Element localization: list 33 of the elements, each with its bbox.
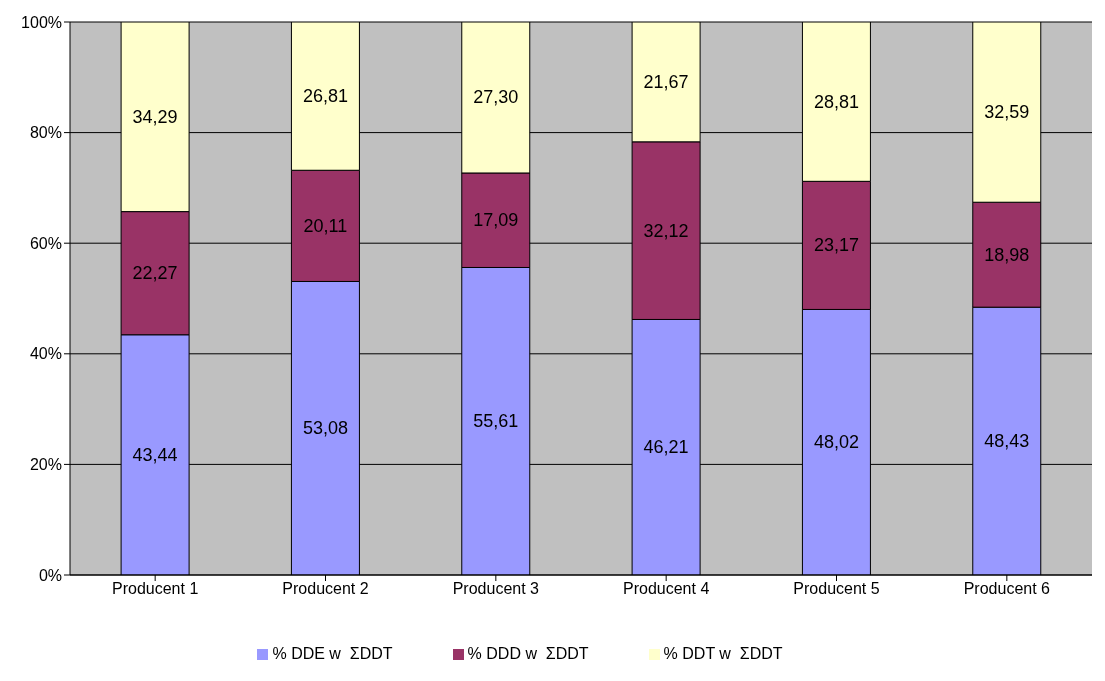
x-tick-label: Producent 1	[112, 580, 199, 598]
data-label: 23,17	[813, 235, 859, 256]
y-tick-label: 40%	[29, 345, 62, 363]
data-label: 32,59	[984, 102, 1030, 123]
data-label: 27,30	[473, 87, 519, 108]
x-tick-label: Producent 3	[452, 580, 540, 598]
data-label: 28,81	[813, 91, 859, 112]
data-label: 22,27	[132, 263, 178, 284]
data-label: 34,29	[132, 106, 178, 127]
data-label: 53,08	[302, 418, 348, 439]
x-tick-label: Producent 2	[282, 580, 369, 598]
y-tick-label: 100%	[21, 13, 62, 31]
data-label: 18,98	[984, 244, 1030, 265]
data-label: 46,21	[643, 437, 689, 458]
data-label: 48,02	[813, 432, 859, 453]
x-tick-label: Producent 6	[963, 580, 1051, 598]
y-tick-label: 0%	[38, 566, 62, 584]
x-tick-label: Producent 4	[623, 580, 710, 598]
y-tick-label: 80%	[29, 124, 62, 142]
legend-label: % DDD w ΣDDT	[467, 645, 589, 662]
x-tick-label: Producent 5	[793, 580, 880, 598]
data-label: 55,61	[473, 411, 519, 432]
y-tick-label: 60%	[29, 234, 62, 252]
data-label: 20,11	[303, 215, 348, 236]
data-label: 43,44	[132, 444, 178, 465]
data-label: 17,09	[473, 210, 519, 231]
data-label: 32,12	[643, 220, 689, 241]
legend-label: % DDE w ΣDDT	[272, 645, 393, 662]
legend-label: % DDT w ΣDDT	[663, 645, 783, 662]
y-tick-label: 20%	[29, 456, 62, 474]
data-label: 21,67	[643, 71, 689, 92]
data-label: 26,81	[302, 86, 348, 107]
data-label: 48,43	[984, 431, 1030, 452]
